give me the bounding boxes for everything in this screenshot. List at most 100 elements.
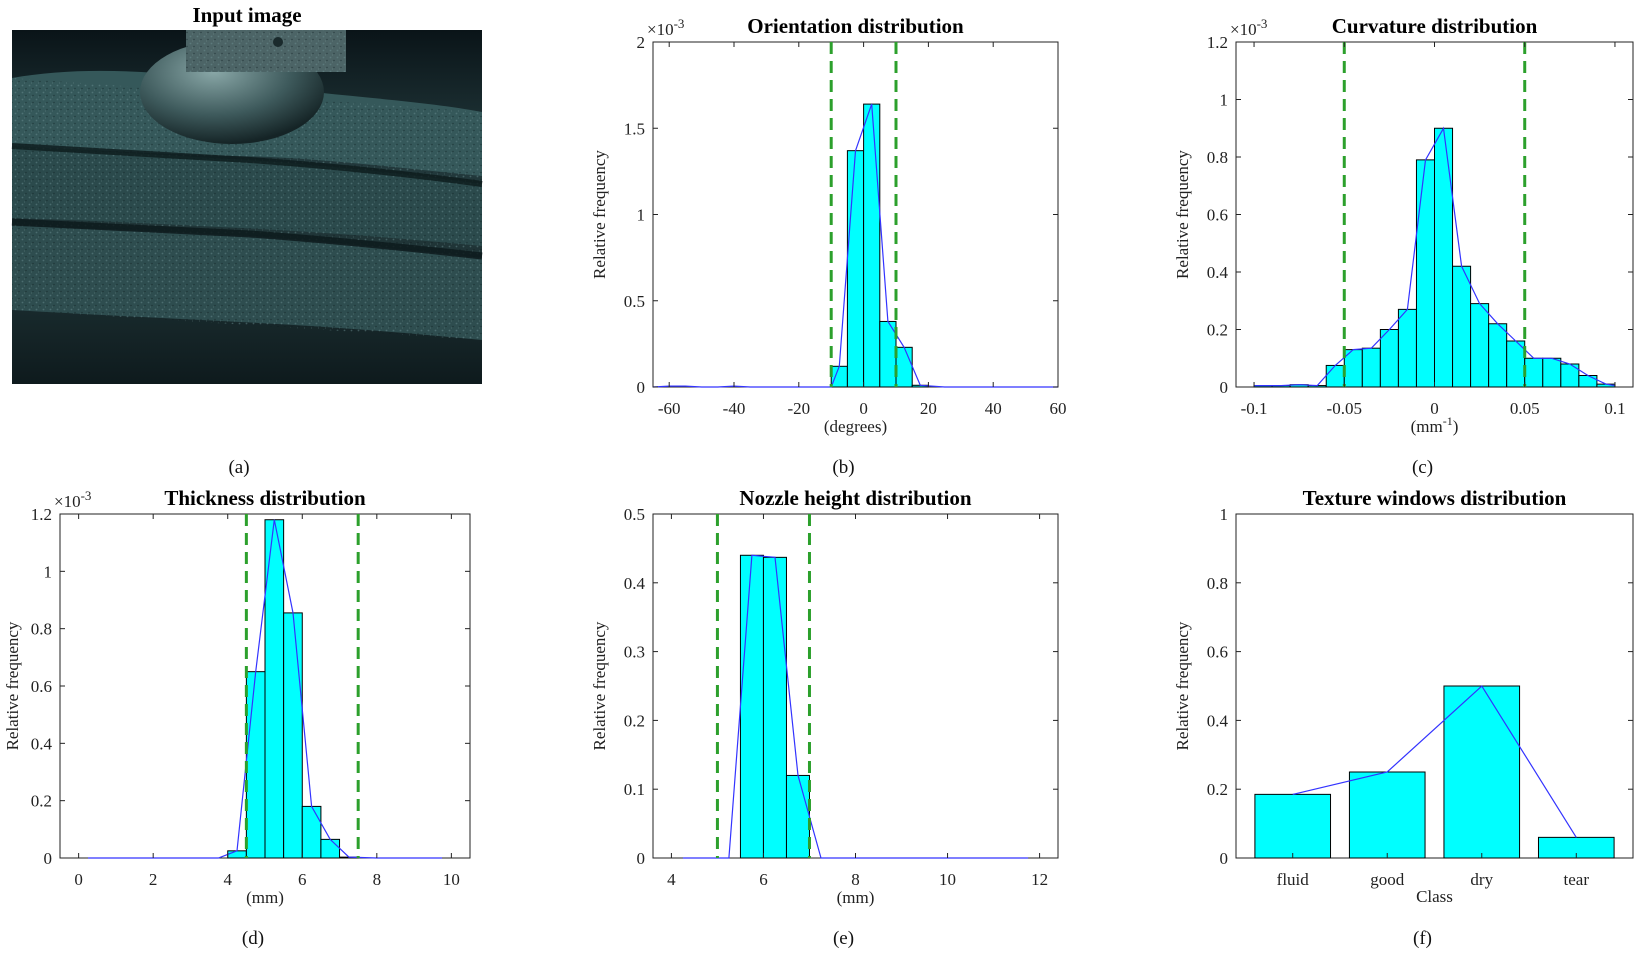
y-tick-label: 0.4 [1207,711,1229,730]
x-tick-label: 6 [759,870,768,889]
y-tick-label: 0.2 [31,792,52,811]
y-tick-label: 0.5 [624,292,645,311]
bar-dry [1443,685,1521,859]
axis-exponent: ×10-3 [54,488,91,511]
histogram-bar [863,103,881,388]
x-tick-label: 10 [939,870,956,889]
input-image-panel: Input image (a) [11,3,483,478]
chart-title: Orientation distribution [747,14,964,38]
histogram-bar [1452,265,1472,388]
exponent-base: ×10 [1230,20,1257,39]
exponent-power: -3 [1257,16,1268,31]
frequency-curve [1254,126,1616,387]
x-axis-label-superscript: -1 [1443,414,1453,428]
y-tick-label: 1 [44,562,53,581]
histogram-bar [1379,329,1399,388]
y-tick-label: 0.8 [31,620,52,639]
y-tick-label: 1 [1220,505,1229,524]
y-tick-label: 0.4 [1207,263,1229,282]
x-axis-label-text: (mm) [837,888,875,907]
y-tick-label: 0.1 [624,780,645,799]
x-axis-label-text: (mm [1411,417,1443,436]
bar-good [1348,771,1426,859]
x-axis-label: (degrees) [824,417,887,436]
x-tick-label: 8 [851,870,860,889]
y-tick-label: 2 [637,33,646,52]
histogram-bar [301,805,322,859]
plot-frame [1235,513,1634,859]
histogram-bar [762,556,787,859]
y-tick-label: 0 [637,378,646,397]
histogram-bar [739,554,764,859]
y-tick-label: 0.2 [1207,321,1228,340]
x-axis-label: (mm-1) [1411,414,1459,436]
exponent-power: -3 [81,488,92,503]
panel-caption: (d) [242,928,264,949]
chart-title: Thickness distribution [164,486,366,510]
x-tick-label: 10 [443,870,460,889]
x-tick-label: 2 [149,870,158,889]
y-tick-label: 0.4 [624,574,646,593]
x-tick-label: 12 [1031,870,1048,889]
y-tick-label: 0.2 [624,711,645,730]
frequency-curve [88,519,442,859]
x-tick-label: 20 [920,399,937,418]
x-tick-label: 40 [985,399,1002,418]
histogram-bar [1434,127,1454,388]
x-tick-label: -0.05 [1327,399,1362,418]
histogram-bar [1488,323,1508,388]
y-tick-label: 0.5 [624,505,645,524]
histogram-bar [1524,357,1544,388]
x-tick-label: 0.1 [1604,399,1625,418]
x-tick-label: 4 [667,870,676,889]
y-tick-label: 0.3 [624,643,645,662]
x-tick-label: 4 [223,870,232,889]
chart-texture-windows: 0 0.2 0.4 0.6 0.8 1 fluid good dry tear Texture wi… [1173,486,1634,949]
input-image-title: Input image [192,3,301,27]
y-tick-label: 1.5 [624,119,645,138]
y-tick-label: 0.8 [1207,148,1228,167]
plot-frame [652,513,1059,859]
x-tick-label: fluid [1277,870,1310,889]
histogram-bar [245,671,266,859]
histogram-bar [1542,357,1562,388]
x-axis-label: (mm) [246,888,284,907]
input-photo [11,30,483,384]
x-axis-label-text: Class [1416,887,1453,906]
chart-thickness: 0 0.2 0.4 0.6 0.8 1 1.2 0 2 4 6 8 10 Thickness distri… [3,486,471,949]
y-tick-label: 1 [1220,91,1229,110]
panel-caption: (b) [832,457,854,478]
frequency-curve [652,103,1058,388]
axis-exponent: ×10-3 [647,16,684,39]
histogram-bar [320,838,341,859]
histogram-bar [1397,308,1417,388]
x-tick-label: 60 [1050,399,1067,418]
panel-caption: (c) [1412,457,1433,478]
x-tick-label: -60 [658,399,681,418]
x-tick-label: good [1370,870,1405,889]
exponent-power: -3 [674,16,685,31]
histogram-bar [1415,159,1436,388]
y-axis-label: Relative frequency [590,621,609,750]
axis-exponent: ×10-3 [1230,16,1267,39]
x-tick-label: 8 [373,870,382,889]
x-axis-label: Class [1416,887,1453,906]
y-axis-label: Relative frequency [1173,621,1192,750]
y-tick-label: 0.2 [1207,780,1228,799]
histogram-bar [830,365,848,388]
chart-orientation: 0 0.5 1 1.5 2 -60 -40 -20 0 20 40 60 Orientation dis… [590,14,1067,478]
frequency-curve [682,554,1029,859]
y-axis-label: Relative frequency [1173,150,1192,279]
panel-caption: (e) [833,928,854,949]
y-tick-label: 1 [637,206,646,225]
x-tick-label: 0 [859,399,868,418]
exponent-base: ×10 [647,20,674,39]
x-axis-label-close: ) [1453,417,1459,436]
x-tick-label: -0.1 [1241,399,1268,418]
x-tick-label: dry [1470,870,1493,889]
x-tick-label: 0.05 [1510,399,1540,418]
y-tick-label: 0.6 [31,677,52,696]
y-tick-label: 0.6 [1207,643,1228,662]
y-tick-label: 0 [1220,849,1229,868]
